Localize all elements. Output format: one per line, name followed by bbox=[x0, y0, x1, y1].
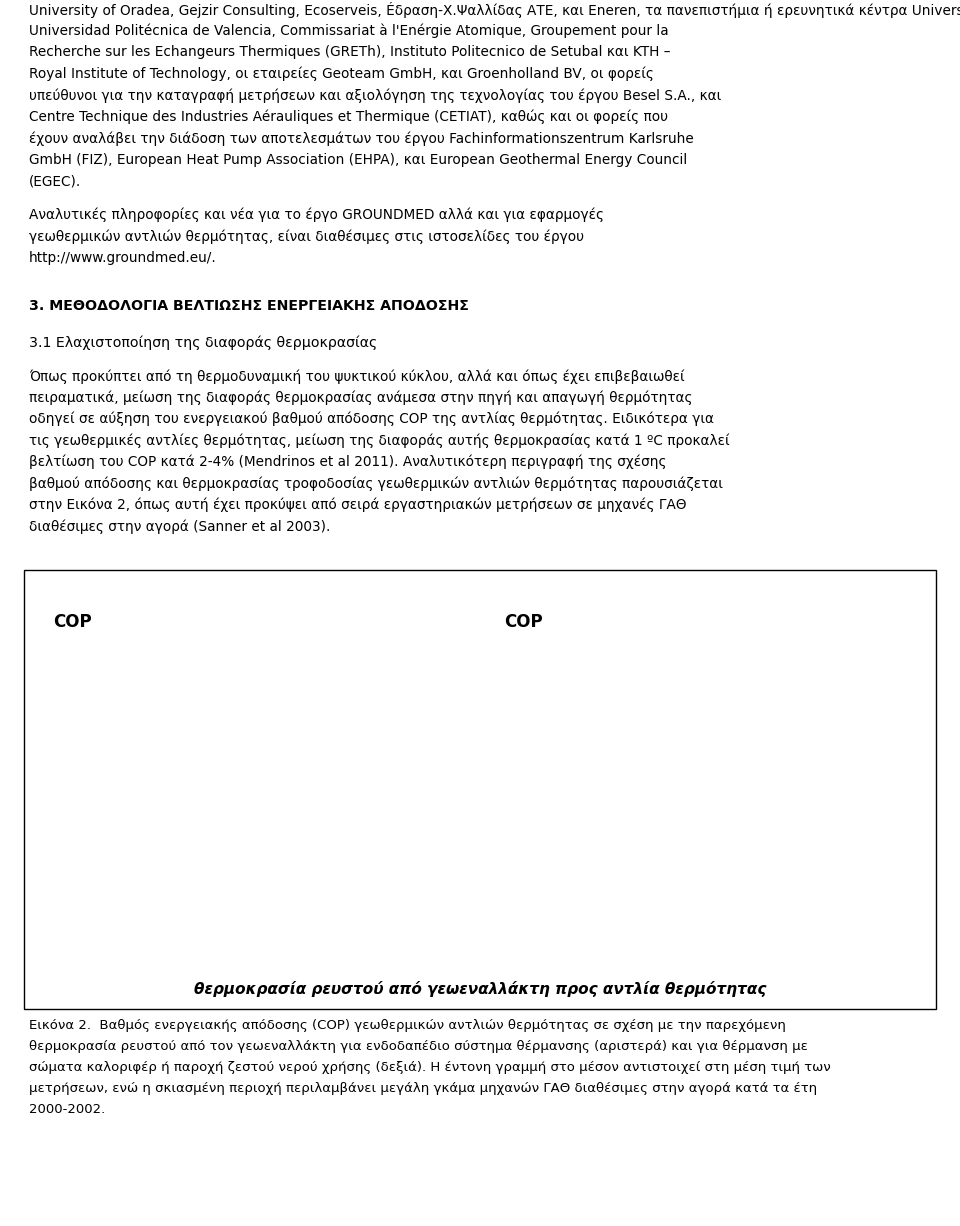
Text: έχουν αναλάβει την διάδοση των αποτελεσμάτων του έργου Fachinformationszentrum K: έχουν αναλάβει την διάδοση των αποτελεσμ… bbox=[29, 131, 693, 146]
Text: (EGEC).: (EGEC). bbox=[29, 174, 81, 188]
Text: στην Εικόνα 2, όπως αυτή έχει προκύψει από σειρά εργαστηριακών μετρήσεων σε μηχα: στην Εικόνα 2, όπως αυτή έχει προκύψει α… bbox=[29, 498, 686, 512]
Text: Centre Technique des Industries Aérauliques et Thermique (CETIAT), καθώς και οι : Centre Technique des Industries Aérauliq… bbox=[29, 110, 668, 124]
Text: 2000-2002.: 2000-2002. bbox=[29, 1103, 105, 1116]
Text: θερμοκρασία ρευστού από γεωεναλλάκτη προς αντλία θερμότητας: θερμοκρασία ρευστού από γεωεναλλάκτη προ… bbox=[194, 981, 766, 997]
Text: η ΓΑΘ θερμαίνει με νερό 50ºC: η ΓΑΘ θερμαίνει με νερό 50ºC bbox=[608, 711, 817, 726]
Text: Εικόνα 2.  Βαθμός ενεργειακής απόδοσης (COP) γεωθερμικών αντλιών θερμότητας σε σ: Εικόνα 2. Βαθμός ενεργειακής απόδοσης (C… bbox=[29, 1019, 785, 1032]
Text: γεωθερμικών αντλιών θερμότητας, είναι διαθέσιμες στις ιστοσελίδες του έργου: γεωθερμικών αντλιών θερμότητας, είναι δι… bbox=[29, 229, 584, 244]
Text: COP: COP bbox=[53, 613, 91, 631]
Text: βελτίωση του COP κατά 2-4% (Mendrinos et al 2011). Αναλυτικότερη περιγραφή της σ: βελτίωση του COP κατά 2-4% (Mendrinos et… bbox=[29, 455, 666, 470]
Text: Όπως προκύπτει από τη θερμοδυναμική του ψυκτικού κύκλου, αλλά και όπως έχει επιβ: Όπως προκύπτει από τη θερμοδυναμική του … bbox=[29, 369, 684, 384]
Text: 3.1 Ελαχιστοποίηση της διαφοράς θερμοκρασίας: 3.1 Ελαχιστοποίηση της διαφοράς θερμοκρα… bbox=[29, 335, 377, 349]
Text: μετρήσεων, ενώ η σκιασμένη περιοχή περιλαμβάνει μεγάλη γκάμα μηχανών ΓΑΘ διαθέσι: μετρήσεων, ενώ η σκιασμένη περιοχή περιλ… bbox=[29, 1081, 817, 1095]
Text: υπεύθυνοι για την καταγραφή μετρήσεων και αξιολόγηση της τεχνολογίας του έργου B: υπεύθυνοι για την καταγραφή μετρήσεων κα… bbox=[29, 88, 721, 103]
Text: Royal Institute of Technology, οι εταιρείες Geoteam GmbH, και Groenholland BV, ο: Royal Institute of Technology, οι εταιρε… bbox=[29, 66, 654, 81]
Text: GmbH (FIZ), European Heat Pump Association (EHPA), και European Geothermal Energ: GmbH (FIZ), European Heat Pump Associati… bbox=[29, 153, 687, 167]
Text: 3. ΜΕΘΟΔΟΛΟΓΙΑ ΒΕΛΤΙΩΣΗΣ ΕΝΕΡΓΕΙΑΚΗΣ ΑΠΟΔΟΣΗΣ: 3. ΜΕΘΟΔΟΛΟΓΙΑ ΒΕΛΤΙΩΣΗΣ ΕΝΕΡΓΕΙΑΚΗΣ ΑΠΟ… bbox=[29, 299, 468, 313]
Text: σώματα καλοριφέρ ή παροχή ζεστού νερού χρήσης (δεξιά). Η έντονη γραμμή στο μέσον: σώματα καλοριφέρ ή παροχή ζεστού νερού χ… bbox=[29, 1060, 830, 1074]
Text: η ΓΑΘ θερμαίνει με νερό 35ºC: η ΓΑΘ θερμαίνει με νερό 35ºC bbox=[117, 908, 325, 922]
Text: βαθμού απόδοσης και θερμοκρασίας τροφοδοσίας γεωθερμικών αντλιών θερμότητας παρο: βαθμού απόδοσης και θερμοκρασίας τροφοδο… bbox=[29, 476, 723, 490]
Text: Αναλυτικές πληροφορίες και νέα για το έργο GROUNDMED αλλά και για εφαρμογές: Αναλυτικές πληροφορίες και νέα για το έρ… bbox=[29, 207, 604, 222]
Text: οδηγεί σε αύξηση του ενεργειακού βαθμού απόδοσης COP της αντλίας θερμότητας. Ειδ: οδηγεί σε αύξηση του ενεργειακού βαθμού … bbox=[29, 412, 714, 427]
Text: πειραματικά, μείωση της διαφοράς θερμοκρασίας ανάμεσα στην πηγή και απαγωγή θερμ: πειραματικά, μείωση της διαφοράς θερμοκρ… bbox=[29, 390, 692, 405]
Text: τις γεωθερμικές αντλίες θερμότητας, μείωση της διαφοράς αυτής θερμοκρασίας κατά : τις γεωθερμικές αντλίες θερμότητας, μείω… bbox=[29, 433, 730, 447]
Text: COP: COP bbox=[504, 613, 542, 631]
Text: Recherche sur les Echangeurs Thermiques (GRETh), Instituto Politecnico de Setuba: Recherche sur les Echangeurs Thermiques … bbox=[29, 45, 670, 59]
Text: Universidad Politécnica de Valencia, Commissariat à l'Enérgie Atomique, Groupeme: Universidad Politécnica de Valencia, Com… bbox=[29, 23, 668, 38]
Text: http://www.groundmed.eu/.: http://www.groundmed.eu/. bbox=[29, 250, 217, 265]
Text: θερμοκρασία ρευστού από τον γεωεναλλάκτη για ενδοδαπέδιο σύστημα θέρμανσης (αρισ: θερμοκρασία ρευστού από τον γεωεναλλάκτη… bbox=[29, 1040, 807, 1053]
Text: University of Oradea, Gejzir Consulting, Ecoserveis, Éδραση-Χ.Ψαλλίδας ΑΤΕ, και : University of Oradea, Gejzir Consulting,… bbox=[29, 2, 960, 18]
Text: διαθέσιμες στην αγορά (Sanner et al 2003).: διαθέσιμες στην αγορά (Sanner et al 2003… bbox=[29, 520, 330, 533]
